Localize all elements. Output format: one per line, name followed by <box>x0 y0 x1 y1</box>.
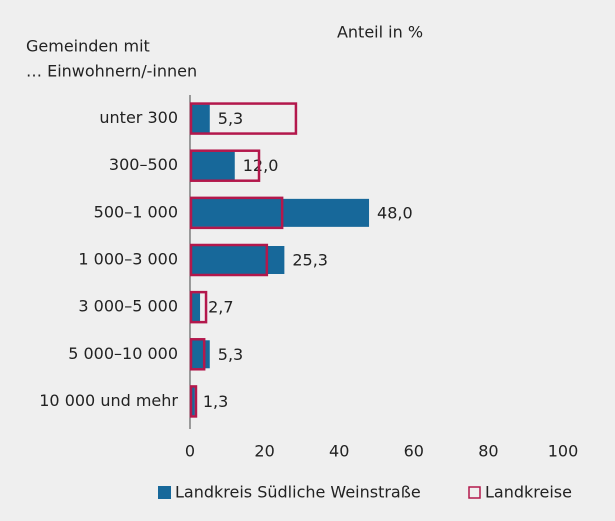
value-label: 5,3 <box>218 109 243 128</box>
y-tick-label: 300–500 <box>109 155 178 174</box>
bar <box>190 293 201 322</box>
y-tick-label: 3 000–5 000 <box>78 297 178 316</box>
x-tick-label: 40 <box>329 442 349 461</box>
bar-outline <box>189 243 269 277</box>
x-tick-label: 80 <box>478 442 498 461</box>
legend-label: Landkreis Südliche Weinstraße <box>175 483 421 502</box>
value-label: 1,3 <box>203 392 228 411</box>
bar <box>190 198 370 227</box>
y-tick-label: 1 000–3 000 <box>78 250 178 269</box>
y-tick-label: 5 000–10 000 <box>68 344 178 363</box>
legend-swatch <box>158 486 171 499</box>
chart-title: Anteil in % <box>337 23 423 42</box>
bar-outline <box>189 196 284 230</box>
legend-label: Landkreise <box>485 483 572 502</box>
value-label: 25,3 <box>292 251 328 270</box>
legend-swatch <box>468 486 481 499</box>
bar-outline <box>189 102 298 135</box>
value-label: 12,0 <box>243 156 279 175</box>
x-tick-label: 100 <box>548 442 579 461</box>
bar-outline <box>189 290 208 324</box>
bar <box>190 340 210 369</box>
y-axis-label: … Einwohnern/-innen <box>26 62 197 81</box>
y-tick-label: 500–1 000 <box>94 202 178 221</box>
bar <box>190 246 285 274</box>
value-label: 5,3 <box>218 345 243 364</box>
y-tick-label: unter 300 <box>99 108 178 127</box>
bar-outline <box>189 338 206 371</box>
x-tick-label: 20 <box>254 442 274 461</box>
x-tick-label: 60 <box>404 442 424 461</box>
bar <box>190 151 235 180</box>
bar-outline <box>189 149 261 182</box>
value-label: 48,0 <box>377 203 413 222</box>
bar-outline <box>189 385 198 418</box>
bar <box>190 104 210 133</box>
value-label: 2,7 <box>208 298 233 317</box>
y-axis-label: Gemeinden mit <box>26 37 150 56</box>
y-tick-label: 10 000 und mehr <box>39 391 178 410</box>
bar <box>190 387 195 416</box>
x-tick-label: 0 <box>185 442 195 461</box>
